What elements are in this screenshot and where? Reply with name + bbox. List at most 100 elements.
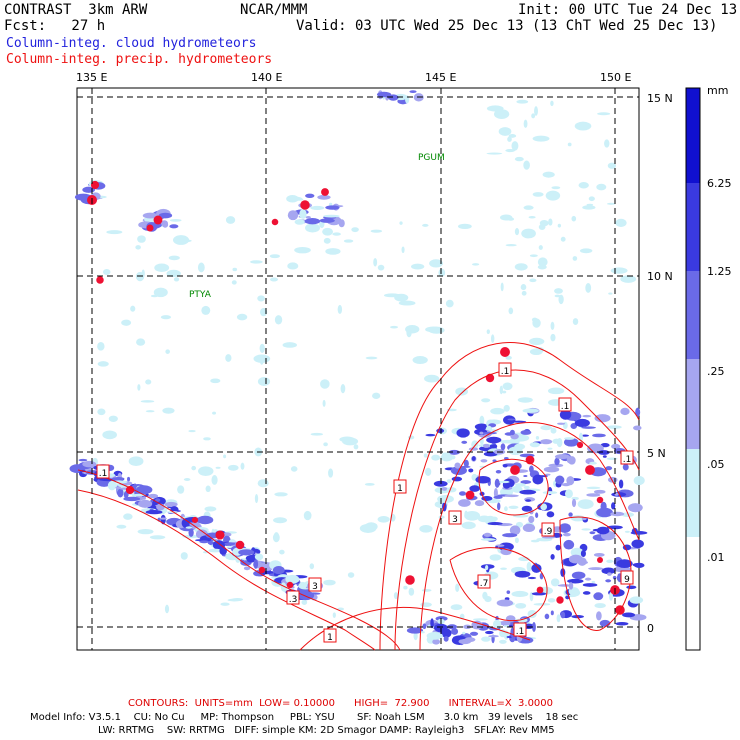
cloud-patch [523, 119, 528, 128]
cloud-patch [529, 254, 538, 258]
cloud-patch [303, 510, 312, 521]
cloud-patch [162, 407, 175, 414]
cloud-patch [514, 570, 531, 578]
cloud-patch [550, 610, 554, 616]
cloud-patch [257, 295, 265, 302]
precip-core [258, 566, 266, 574]
cloud-patch [446, 487, 457, 493]
cloud-patch [496, 599, 514, 607]
cloud-patch [377, 516, 390, 523]
cloud-patch [492, 619, 502, 629]
cloud-patch [547, 387, 565, 395]
cloud-patch [571, 215, 577, 222]
contour-label-box [513, 622, 527, 637]
cloud-patch [474, 423, 489, 431]
cloud-patch [332, 612, 336, 619]
cloud-patch [121, 319, 132, 326]
cloud-patch [600, 501, 607, 511]
cloud-patch [579, 248, 593, 254]
cloud-patch [347, 572, 355, 578]
cloud-patch [542, 171, 555, 178]
cloud-patch [529, 278, 537, 283]
cloud-patch [411, 263, 425, 270]
cloud-patch [169, 224, 179, 229]
cloud-patch [529, 465, 534, 473]
cloud-patch [462, 631, 466, 635]
cloud-patch [497, 502, 501, 511]
cloud-patch [611, 443, 621, 450]
cloud-patch [529, 348, 543, 356]
cloud-patch [253, 354, 271, 363]
cloud-patch [282, 342, 297, 348]
cloud-patch [480, 538, 496, 541]
cloud-patch [550, 333, 556, 342]
cloud-patch [504, 506, 508, 512]
cloud-patch [521, 505, 533, 512]
cloud-patch [106, 230, 123, 235]
precip-core [96, 276, 104, 284]
contour-label-box [96, 464, 110, 479]
cloud-patch [477, 515, 491, 523]
contour-label: .7 [480, 579, 489, 589]
precip-contour [478, 458, 549, 516]
precip-core [536, 586, 544, 594]
cloud-patch [499, 439, 516, 444]
cloud-patch [558, 523, 571, 533]
cloud-patch [566, 476, 575, 486]
cloud-patch [198, 466, 214, 476]
cloud-patch [542, 491, 558, 495]
cloud-patch [158, 212, 173, 219]
cloud-patch [323, 579, 336, 586]
cloud-patch [495, 544, 505, 547]
cloud-patch [488, 635, 499, 638]
cloud-patch [607, 572, 612, 576]
cloud-patch [188, 429, 196, 433]
cloud-patch [587, 443, 604, 454]
cloud-patch [511, 485, 523, 493]
cloud-patch [137, 235, 146, 243]
cloud-patch [572, 256, 578, 261]
cloud-patch [481, 431, 497, 435]
cloud-patch [606, 559, 614, 563]
cloud-patch [169, 219, 182, 222]
cloud-patch [624, 530, 630, 533]
precip-core [215, 530, 225, 540]
lat-lon-grid [77, 88, 639, 650]
cloud-patch [236, 313, 248, 321]
lat-label-5n: 5 N [647, 447, 666, 460]
cloud-patch [273, 517, 288, 524]
cloud-patch [259, 343, 265, 354]
cloud-patch [550, 578, 560, 587]
cloud-patch [257, 377, 271, 387]
cloud-patch [560, 236, 566, 242]
cloud-patch [560, 611, 566, 619]
contour-label: .1 [623, 455, 632, 465]
precip-core [90, 180, 100, 190]
cloud-patch [448, 449, 460, 455]
cloud-patch [471, 440, 479, 449]
cloud-patch [582, 414, 592, 418]
cloud-patch [481, 636, 491, 642]
cloud-patch [274, 492, 288, 497]
precip-core [321, 188, 329, 196]
cloud-patch [521, 228, 536, 239]
contour-label: 3 [452, 515, 458, 525]
cloud-patch [570, 547, 584, 558]
lon-label-150: 150 E [600, 71, 632, 84]
cloud-patch [514, 263, 528, 271]
contour-label-box [448, 510, 462, 525]
cloud-patch [580, 549, 586, 558]
cloud-band-patch [272, 565, 285, 575]
cloud-patch [451, 476, 463, 482]
cloud-band-patch [164, 501, 178, 507]
cloud-patch [325, 248, 341, 255]
cloud-patch [499, 639, 507, 644]
lon-label-145: 145 E [425, 71, 457, 84]
colorbar-level-5: .01 [707, 551, 725, 564]
cloud-patch [531, 563, 542, 573]
cloud-patch [611, 502, 616, 510]
cloud-band-patch [155, 498, 161, 502]
cloud-patch [537, 264, 547, 270]
cloud-patch [520, 284, 527, 291]
cloud-patch [591, 580, 596, 584]
